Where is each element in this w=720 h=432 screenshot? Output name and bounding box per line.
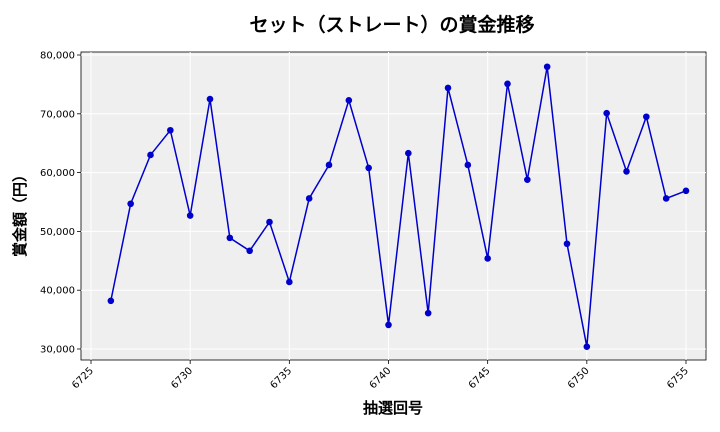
series-group bbox=[107, 63, 690, 350]
data-point bbox=[286, 278, 293, 286]
y-tick-label: 50,000 bbox=[40, 227, 75, 238]
data-point bbox=[345, 96, 353, 104]
data-point bbox=[305, 195, 313, 202]
data-point bbox=[504, 80, 511, 88]
data-point bbox=[682, 187, 690, 195]
y-tick-label: 80,000 bbox=[40, 51, 75, 62]
data-point bbox=[167, 126, 174, 134]
data-point bbox=[643, 113, 650, 121]
x-tick-label: 6755 bbox=[665, 366, 691, 392]
x-tick-label: 6745 bbox=[467, 366, 493, 392]
x-tick-label: 6730 bbox=[169, 366, 195, 392]
x-tick-label: 6740 bbox=[368, 366, 394, 392]
x-tick-label: 6750 bbox=[566, 366, 592, 392]
data-point bbox=[266, 218, 273, 226]
data-point bbox=[206, 95, 214, 103]
y-axis-label: 賞金額（円） bbox=[11, 167, 29, 257]
data-point bbox=[524, 176, 531, 183]
data-point bbox=[325, 161, 333, 169]
data-point bbox=[246, 247, 253, 255]
data-point bbox=[603, 109, 610, 117]
data-point bbox=[107, 297, 115, 305]
data-point bbox=[226, 234, 234, 242]
data-point bbox=[385, 321, 392, 329]
data-point bbox=[543, 63, 551, 71]
data-point bbox=[147, 151, 154, 159]
plot-area bbox=[80, 51, 707, 361]
y-axis: 30,000 40,000 50,000 60,000 70,000 80,000 bbox=[40, 51, 81, 356]
data-point bbox=[563, 240, 571, 248]
data-point bbox=[405, 149, 412, 157]
series-line bbox=[110, 66, 687, 347]
y-tick-label: 30,000 bbox=[40, 345, 75, 356]
data-point bbox=[662, 195, 670, 202]
data-point bbox=[424, 309, 432, 317]
y-tick-label: 60,000 bbox=[40, 168, 75, 179]
x-axis: 6725 6730 6735 6740 6745 6750 6755 bbox=[70, 360, 691, 391]
grid bbox=[81, 52, 706, 360]
chart-title: セット（ストレート）の賞金推移 bbox=[249, 13, 534, 36]
x-tick-label: 6735 bbox=[269, 366, 295, 392]
data-point bbox=[583, 343, 591, 350]
x-tick-label: 6725 bbox=[70, 366, 96, 392]
data-point bbox=[444, 84, 452, 92]
data-point bbox=[127, 200, 134, 208]
x-axis-label: 抽選回号 bbox=[363, 399, 423, 417]
data-point bbox=[623, 168, 630, 175]
data-point bbox=[484, 255, 491, 262]
data-point bbox=[365, 164, 372, 172]
y-tick-label: 40,000 bbox=[40, 286, 75, 297]
y-tick-label: 70,000 bbox=[40, 109, 75, 120]
data-point bbox=[186, 212, 194, 219]
data-point bbox=[464, 161, 472, 169]
